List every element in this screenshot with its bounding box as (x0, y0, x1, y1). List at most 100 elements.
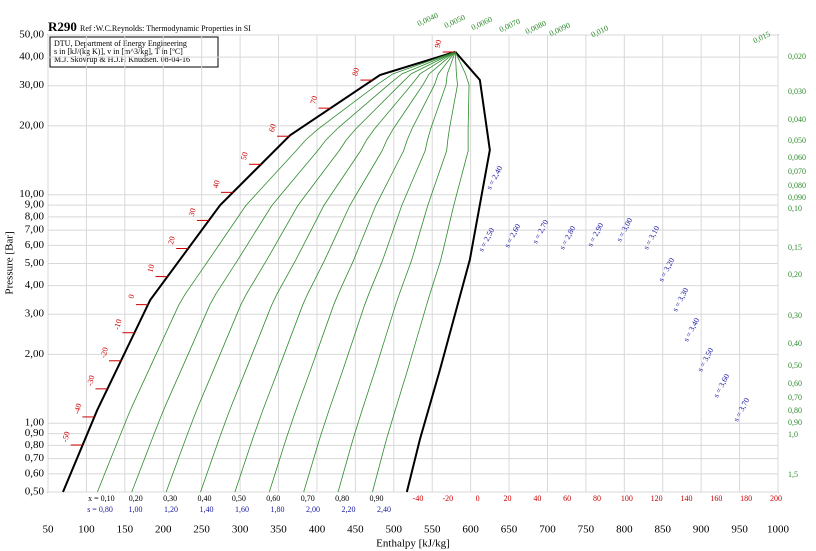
y-tick-label: 9,00 (25, 199, 45, 211)
entropy-label: 1,20 (164, 505, 178, 514)
x-tick-label: 750 (578, 524, 595, 536)
x-tick-label: 100 (78, 524, 95, 536)
info-box (49, 36, 219, 68)
temperature-label: 200 (770, 494, 782, 503)
temperature-label: 60 (563, 494, 571, 503)
quality-line (96, 51, 456, 493)
entropy-label: 2,20 (342, 505, 356, 514)
x-tick-label: 50 (43, 524, 55, 536)
y-tick-label: 0,50 (25, 486, 45, 498)
temperature-label: -40 (413, 494, 424, 503)
y-tick-label: 30,00 (19, 79, 44, 91)
saturation-line (405, 51, 491, 493)
x-tick-label: 200 (155, 524, 172, 536)
volume-label: 0,080 (788, 181, 806, 190)
temperature-label: 70 (309, 95, 320, 105)
x-tick-label: 950 (731, 524, 748, 536)
y-tick-label: 50,00 (19, 29, 44, 41)
y-tick-label: 2,00 (25, 348, 45, 360)
temperature-label: -20 (99, 346, 110, 359)
temperature-label: -30 (85, 374, 96, 387)
x-tick-label: 250 (193, 524, 210, 536)
quality-label: 0,20 (129, 494, 143, 503)
volume-label: 0,040 (788, 115, 806, 124)
entropy-label: 1,80 (271, 505, 285, 514)
entropy-label: s = 3,30 (670, 286, 690, 313)
entropy-label: s = 3,50 (695, 346, 715, 373)
volume-label: 0,90 (788, 418, 802, 427)
entropy-label: s = 3,10 (641, 224, 661, 251)
temperature-label: 140 (681, 494, 693, 503)
volume-label: 0,70 (788, 393, 802, 402)
temperature-label: 40 (211, 179, 222, 189)
volume-label: 0,15 (788, 243, 802, 252)
temperature-label: 60 (267, 123, 278, 133)
volume-label: 0,0070 (498, 17, 522, 34)
x-tick-label: 650 (501, 524, 518, 536)
volume-label: 0,0060 (470, 15, 494, 32)
x-tick-label: 400 (309, 524, 326, 536)
x-tick-label: 900 (693, 524, 710, 536)
temperature-label: 90 (433, 39, 444, 49)
temperature-label: 50 (239, 151, 250, 161)
x-tick-label: 800 (616, 524, 633, 536)
y-tick-label: 10,00 (19, 188, 44, 200)
y-tick-label: 8,00 (25, 210, 45, 222)
volume-label: 1,5 (788, 470, 798, 479)
saturation-line (62, 50, 456, 493)
entropy-label: s = 3,70 (731, 396, 751, 423)
volume-label: 0,070 (788, 167, 806, 176)
temperature-label: -10 (112, 318, 123, 331)
quality-label: 0,40 (198, 494, 212, 503)
temperature-label: 0 (126, 293, 136, 299)
temperature-label: 30 (187, 207, 198, 217)
quality-label: 0,50 (232, 494, 246, 503)
volume-label: 0,0090 (548, 21, 572, 38)
volume-label: 0,40 (788, 339, 802, 348)
quality-label: 0,60 (266, 494, 280, 503)
quality-line (372, 51, 470, 493)
temperature-label: 0 (476, 494, 480, 503)
y-tick-label: 5,00 (25, 257, 45, 269)
temperature-label: 80 (350, 67, 361, 77)
y-tick-label: 0,60 (25, 467, 45, 479)
x-tick-label: 700 (539, 524, 556, 536)
y-tick-label: 3,00 (25, 308, 45, 320)
volume-label: 0,60 (788, 379, 802, 388)
volume-label: 0,010 (590, 24, 610, 40)
volume-label: 0,090 (788, 193, 806, 202)
volume-label: 0,0080 (524, 19, 548, 36)
volume-label: 0,80 (788, 406, 802, 415)
quality-label: x = 0,10 (88, 494, 115, 503)
volume-label: 0,20 (788, 270, 802, 279)
volume-label: 0,060 (788, 153, 806, 162)
temperature-label: 40 (533, 494, 541, 503)
y-tick-label: 1,00 (25, 417, 45, 429)
x-axis-label: Enthalpy [kJ/kg] (376, 538, 450, 550)
entropy-label: s = 3,40 (681, 316, 701, 343)
y-tick-label: 6,00 (25, 239, 45, 251)
volume-label: 0,050 (788, 136, 806, 145)
temperature-label: 10 (145, 263, 156, 273)
entropy-label: 2,40 (377, 505, 391, 514)
y-axis-label: Pressure [Bar] (4, 231, 16, 294)
x-tick-label: 150 (117, 524, 134, 536)
y-tick-label: 20,00 (19, 119, 44, 131)
volume-label: 0,10 (788, 204, 802, 213)
quality-line (234, 51, 456, 493)
quality-line (303, 51, 456, 493)
x-tick-label: 600 (462, 524, 479, 536)
entropy-label: s = 3,60 (711, 372, 731, 399)
info-line: M.J. Skovrup & H.J.H Knudsen. 08-04-16 (54, 55, 190, 64)
volume-label: 0,0050 (443, 13, 467, 30)
x-tick-label: 350 (270, 524, 287, 536)
temperature-label: 20 (166, 235, 177, 245)
temperature-label: 80 (593, 494, 601, 503)
volume-label: 0,030 (788, 87, 806, 96)
temperature-label: 120 (651, 494, 663, 503)
entropy-label: s = 2,80 (557, 224, 577, 251)
quality-label: 0,80 (335, 494, 349, 503)
entropy-label: s = 0,80 (87, 505, 113, 514)
info-line: s in [kJ/(kg K)], v in [m^3/kg], T in [º… (54, 47, 183, 56)
info-line: DTU, Department of Energy Engineering (54, 39, 187, 48)
